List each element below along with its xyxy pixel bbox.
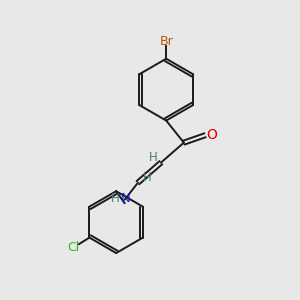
Text: N: N — [121, 192, 131, 205]
Text: H: H — [148, 151, 157, 164]
Text: Cl: Cl — [68, 241, 80, 254]
Text: Br: Br — [159, 35, 173, 48]
Text: H: H — [111, 192, 120, 205]
Text: H: H — [142, 171, 151, 184]
Text: O: O — [206, 128, 217, 142]
